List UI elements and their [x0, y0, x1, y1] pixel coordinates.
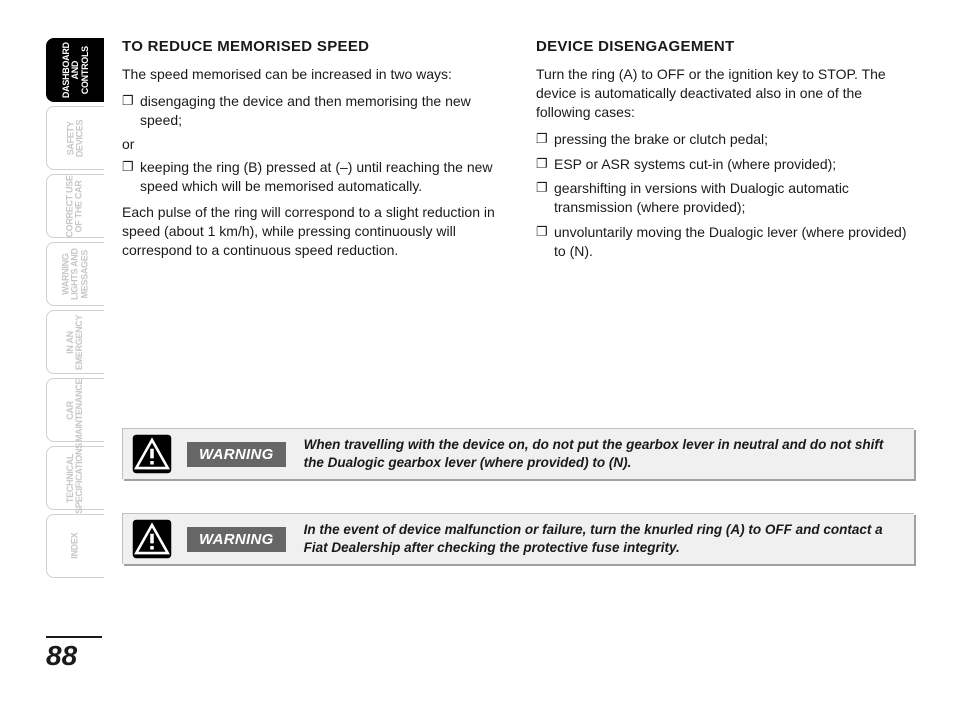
paragraph: Each pulse of the ring will correspond t…: [122, 203, 500, 260]
paragraph: The speed memorised can be increased in …: [122, 65, 500, 84]
bullet-icon: ❐: [536, 223, 554, 261]
page-content: TO REDUCE MEMORISED SPEED The speed memo…: [104, 38, 914, 672]
page-number: 88: [46, 636, 102, 672]
tab-label: INDEX: [71, 533, 80, 559]
list-item-text: ESP or ASR systems cut-in (where provide…: [554, 155, 914, 174]
tab-emergency[interactable]: IN ANEMERGENCY: [46, 310, 104, 374]
list-item: ❐ keeping the ring (B) pressed at (–) un…: [122, 158, 500, 196]
warning-badge: WARNING: [187, 527, 286, 552]
list-item-text: disengaging the device and then memorisi…: [140, 92, 500, 130]
tab-label: IN ANEMERGENCY: [66, 314, 85, 369]
warning-badge: WARNING: [187, 442, 286, 467]
warning-text: When travelling with the device on, do n…: [304, 436, 896, 472]
section-heading: TO REDUCE MEMORISED SPEED: [122, 38, 500, 55]
two-column-layout: TO REDUCE MEMORISED SPEED The speed memo…: [122, 38, 914, 268]
bullet-icon: ❐: [122, 92, 140, 130]
conjunction-text: or: [122, 136, 500, 152]
list-item: ❐ gearshifting in versions with Dualogic…: [536, 179, 914, 217]
list-item-text: keeping the ring (B) pressed at (–) unti…: [140, 158, 500, 196]
tab-label: DASHBOARDANDCONTROLS: [61, 42, 89, 98]
manual-page: DASHBOARDANDCONTROLS SAFETYDEVICES CORRE…: [0, 0, 954, 702]
left-column: TO REDUCE MEMORISED SPEED The speed memo…: [122, 38, 500, 268]
tab-tech-specs[interactable]: TECHNICALSPECIFICATIONS: [46, 446, 104, 510]
section-tabs: DASHBOARDANDCONTROLS SAFETYDEVICES CORRE…: [46, 38, 104, 672]
list-item-text: gearshifting in versions with Dualogic a…: [554, 179, 914, 217]
warning-text: In the event of device malfunction or fa…: [304, 521, 896, 557]
list-item: ❐ disengaging the device and then memori…: [122, 92, 500, 130]
tab-label: WARNINGLIGHTS ANDMESSAGES: [61, 248, 89, 300]
list-item: ❐ pressing the brake or clutch pedal;: [536, 130, 914, 149]
bullet-icon: ❐: [122, 158, 140, 196]
right-column: DEVICE DISENGAGEMENT Turn the ring (A) t…: [536, 38, 914, 268]
warning-callout: WARNING When travelling with the device …: [122, 428, 914, 479]
warnings-block: WARNING When travelling with the device …: [122, 428, 914, 598]
tab-correct-use[interactable]: CORRECT USEOF THE CAR: [46, 174, 104, 238]
list-item: ❐ unvoluntarily moving the Dualogic leve…: [536, 223, 914, 261]
warning-callout: WARNING In the event of device malfuncti…: [122, 513, 914, 564]
list-item-text: unvoluntarily moving the Dualogic lever …: [554, 223, 914, 261]
list-item-text: pressing the brake or clutch pedal;: [554, 130, 914, 149]
tab-label: SAFETYDEVICES: [66, 119, 85, 156]
tab-label: TECHNICALSPECIFICATIONS: [66, 443, 85, 514]
section-heading: DEVICE DISENGAGEMENT: [536, 38, 914, 55]
tab-warning-lights[interactable]: WARNINGLIGHTS ANDMESSAGES: [46, 242, 104, 306]
tab-maintenance[interactable]: CARMAINTENANCE: [46, 378, 104, 442]
tab-safety-devices[interactable]: SAFETYDEVICES: [46, 106, 104, 170]
bullet-icon: ❐: [536, 130, 554, 149]
tab-index[interactable]: INDEX: [46, 514, 104, 578]
tab-label: CORRECT USEOF THE CAR: [66, 175, 85, 237]
paragraph: Turn the ring (A) to OFF or the ignition…: [536, 65, 914, 122]
list-item: ❐ ESP or ASR systems cut-in (where provi…: [536, 155, 914, 174]
tab-dashboard-controls[interactable]: DASHBOARDANDCONTROLS: [46, 38, 104, 102]
bullet-icon: ❐: [536, 179, 554, 217]
tab-label: CARMAINTENANCE: [66, 378, 85, 441]
bullet-icon: ❐: [536, 155, 554, 174]
warning-triangle-icon: [131, 518, 173, 560]
warning-triangle-icon: [131, 433, 173, 475]
